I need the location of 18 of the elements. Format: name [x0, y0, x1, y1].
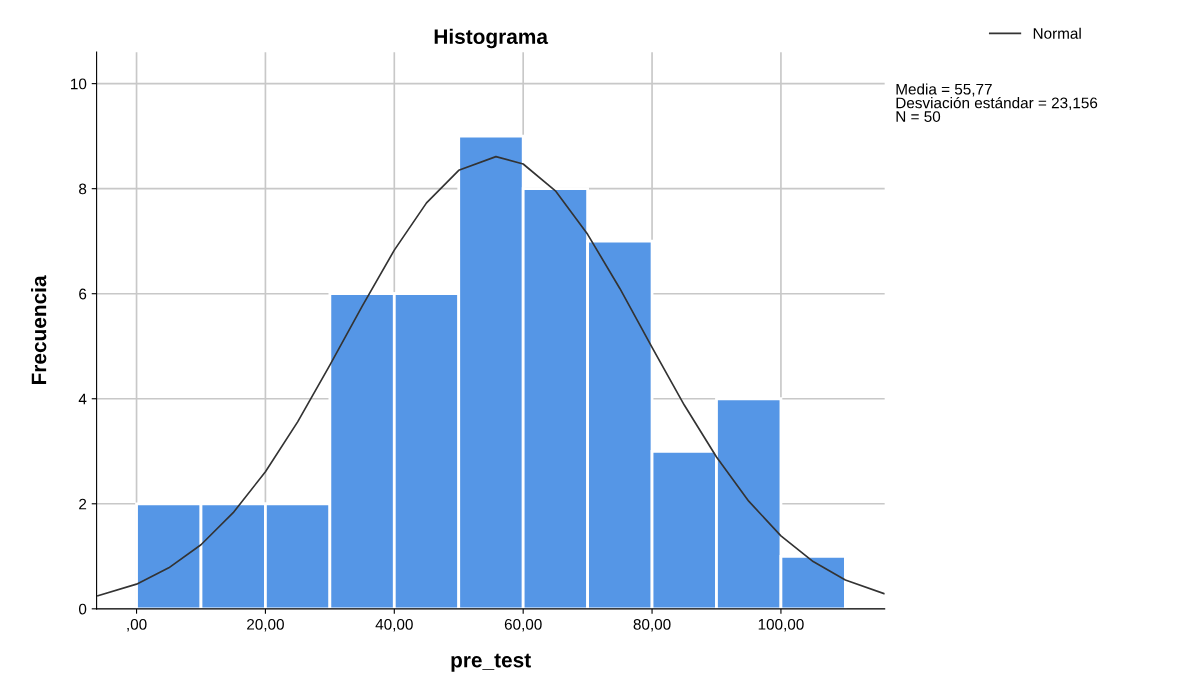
- line-series: [97, 155, 885, 597]
- x-tick-label: 20,00: [247, 618, 284, 632]
- text: Media = 55,77 Desviación estándar = 23,156 N = 50: [896, 83, 1098, 122]
- y-tick-label: 4: [78, 393, 87, 405]
- y-axis-title: Frecuencia: [31, 275, 47, 385]
- y-tick-label: 0: [78, 603, 87, 615]
- legend-label: Normal: [1033, 27, 1081, 39]
- x-axis-title: pre_test: [451, 653, 531, 672]
- x-tick-label: 80,00: [633, 618, 671, 632]
- y-tick-label: 10: [71, 78, 87, 90]
- x-tick-label: 40,00: [375, 618, 413, 632]
- x-tick-label: ,00: [127, 618, 147, 632]
- y-tick-label: 2: [79, 498, 87, 510]
- y-tick-label: 6: [79, 288, 87, 300]
- x-tick-label: 100,00: [758, 618, 804, 632]
- y-tick-label: 8: [79, 183, 87, 195]
- chart-title: Histograma: [434, 28, 549, 49]
- x-tick-label: 60,00: [504, 618, 542, 632]
